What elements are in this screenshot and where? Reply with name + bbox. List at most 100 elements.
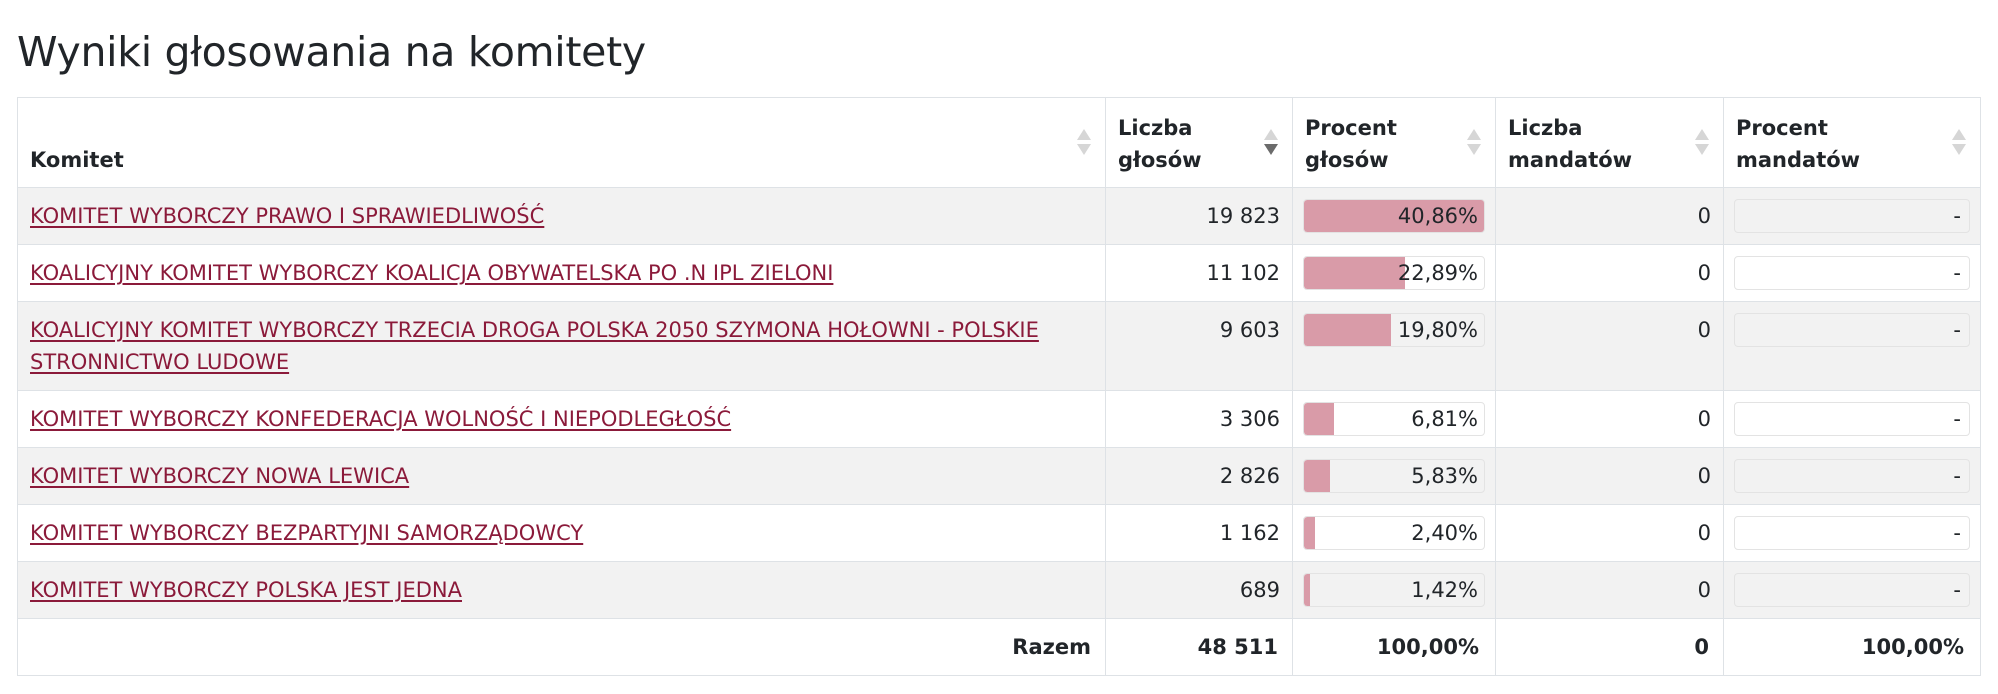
seat-percent-cell: -	[1723, 561, 1981, 619]
vote-percent-bar-fill	[1304, 403, 1334, 435]
vote-percent-bar-fill	[1304, 257, 1405, 289]
table-row: KOMITET WYBORCZY POLSKA JEST JEDNA 689 1,4…	[17, 561, 1981, 619]
header-seat-percent[interactable]: Procent mandatów	[1723, 97, 1981, 188]
seats-cell: 0	[1495, 447, 1724, 505]
header-vote-percent-label-line1: Procent	[1305, 116, 1397, 140]
vote-percent-bar: 40,86%	[1303, 199, 1485, 233]
header-votes-label-line2: głosów	[1118, 148, 1202, 172]
seat-percent-value: -	[1953, 578, 1961, 602]
header-seats-label-line1: Liczba	[1508, 116, 1583, 140]
seats-cell: 0	[1495, 504, 1724, 562]
votes-cell: 689	[1105, 561, 1293, 619]
vote-percent-cell: 2,40%	[1292, 504, 1496, 562]
seat-percent-bar: -	[1734, 402, 1970, 436]
committee-link[interactable]: KOMITET WYBORCZY BEZPARTYJNI SAMORZĄDOWC…	[30, 521, 584, 545]
seat-percent-bar: -	[1734, 256, 1970, 290]
committee-cell: KOMITET WYBORCZY BEZPARTYJNI SAMORZĄDOWC…	[17, 504, 1106, 562]
votes-cell: 2 826	[1105, 447, 1293, 505]
table-row: KOMITET WYBORCZY BEZPARTYJNI SAMORZĄDOWC…	[17, 504, 1981, 562]
header-seat-percent-label-line2: mandatów	[1736, 148, 1861, 172]
vote-percent-bar: 5,83%	[1303, 459, 1485, 493]
footer-label: Razem	[17, 618, 1106, 676]
seat-percent-cell: -	[1723, 504, 1981, 562]
vote-percent-bar-fill	[1304, 200, 1484, 232]
committee-link[interactable]: KOMITET WYBORCZY NOWA LEWICA	[30, 464, 410, 488]
vote-percent-cell: 19,80%	[1292, 301, 1496, 391]
vote-percent-cell: 22,89%	[1292, 244, 1496, 302]
header-committee-label: Komitet	[30, 148, 124, 172]
votes-cell: 11 102	[1105, 244, 1293, 302]
votes-cell: 3 306	[1105, 390, 1293, 448]
seat-percent-bar: -	[1734, 199, 1970, 233]
seat-percent-cell: -	[1723, 187, 1981, 245]
header-votes-label-line1: Liczba	[1118, 116, 1193, 140]
seat-percent-value: -	[1953, 464, 1961, 488]
committee-link[interactable]: KOALICYJNY KOMITET WYBORCZY TRZECIA DROG…	[30, 318, 1039, 374]
footer-seats: 0	[1495, 618, 1724, 676]
vote-percent-value: 2,40%	[1411, 521, 1478, 545]
seat-percent-bar: -	[1734, 313, 1970, 347]
header-votes[interactable]: Liczba głosów	[1105, 97, 1293, 188]
votes-cell: 9 603	[1105, 301, 1293, 391]
table-row: KOALICYJNY KOMITET WYBORCZY TRZECIA DROG…	[17, 301, 1981, 391]
page: Wyniki głosowania na komitety Komitet Li…	[0, 0, 1998, 676]
seats-cell: 0	[1495, 244, 1724, 302]
header-vote-percent[interactable]: Procent głosów	[1292, 97, 1496, 188]
committee-link[interactable]: KOMITET WYBORCZY PRAWO I SPRAWIEDLIWOŚĆ	[30, 204, 545, 228]
committee-cell: KOALICYJNY KOMITET WYBORCZY KOALICJA OBY…	[17, 244, 1106, 302]
vote-percent-bar-fill	[1304, 574, 1311, 606]
seat-percent-cell: -	[1723, 447, 1981, 505]
votes-cell: 19 823	[1105, 187, 1293, 245]
vote-percent-value: 40,86%	[1397, 204, 1478, 228]
seat-percent-value: -	[1953, 318, 1961, 342]
seat-percent-bar: -	[1734, 573, 1970, 607]
seat-percent-value: -	[1953, 261, 1961, 285]
sort-arrows-icon	[1467, 129, 1481, 159]
results-table: Komitet Liczba głosów Procent głosów Lic…	[17, 97, 1981, 676]
vote-percent-value: 5,83%	[1411, 464, 1478, 488]
header-seat-percent-label-line1: Procent	[1736, 116, 1828, 140]
vote-percent-value: 1,42%	[1411, 578, 1478, 602]
footer-seat-percent: 100,00%	[1723, 618, 1981, 676]
table-row: KOMITET WYBORCZY PRAWO I SPRAWIEDLIWOŚĆ 1…	[17, 187, 1981, 245]
table-body: KOMITET WYBORCZY PRAWO I SPRAWIEDLIWOŚĆ 1…	[17, 187, 1981, 619]
header-committee[interactable]: Komitet	[17, 97, 1106, 188]
vote-percent-bar-fill	[1304, 517, 1315, 549]
seat-percent-cell: -	[1723, 301, 1981, 391]
table-row: KOALICYJNY KOMITET WYBORCZY KOALICJA OBY…	[17, 244, 1981, 302]
seats-cell: 0	[1495, 561, 1724, 619]
committee-cell: KOMITET WYBORCZY POLSKA JEST JEDNA	[17, 561, 1106, 619]
committee-cell: KOMITET WYBORCZY KONFEDERACJA WOLNOŚĆ I …	[17, 390, 1106, 448]
vote-percent-bar: 19,80%	[1303, 313, 1485, 347]
sort-arrows-icon	[1952, 129, 1966, 159]
sort-descending-icon	[1264, 129, 1278, 159]
vote-percent-bar: 22,89%	[1303, 256, 1485, 290]
seats-cell: 0	[1495, 390, 1724, 448]
committee-link[interactable]: KOMITET WYBORCZY POLSKA JEST JEDNA	[30, 578, 462, 602]
committee-cell: KOALICYJNY KOMITET WYBORCZY TRZECIA DROG…	[17, 301, 1106, 391]
votes-cell: 1 162	[1105, 504, 1293, 562]
vote-percent-bar: 1,42%	[1303, 573, 1485, 607]
table-footer: Razem 48 511 100,00% 0 100,00%	[17, 618, 1981, 676]
table-row: KOMITET WYBORCZY NOWA LEWICA 2 826 5,83% 0 -	[17, 447, 1981, 505]
header-seats[interactable]: Liczba mandatów	[1495, 97, 1724, 188]
header-seats-label-line2: mandatów	[1508, 148, 1633, 172]
committee-cell: KOMITET WYBORCZY NOWA LEWICA	[17, 447, 1106, 505]
committee-link[interactable]: KOALICYJNY KOMITET WYBORCZY KOALICJA OBY…	[30, 261, 834, 285]
seat-percent-value: -	[1953, 204, 1961, 228]
sort-arrows-icon	[1077, 129, 1091, 159]
seats-cell: 0	[1495, 301, 1724, 391]
vote-percent-cell: 5,83%	[1292, 447, 1496, 505]
seat-percent-bar: -	[1734, 516, 1970, 550]
page-title: Wyniki głosowania na komitety	[17, 28, 646, 76]
seat-percent-cell: -	[1723, 244, 1981, 302]
seat-percent-bar: -	[1734, 459, 1970, 493]
committee-cell: KOMITET WYBORCZY PRAWO I SPRAWIEDLIWOŚĆ	[17, 187, 1106, 245]
committee-link[interactable]: KOMITET WYBORCZY KONFEDERACJA WOLNOŚĆ I …	[30, 407, 732, 431]
footer-votes: 48 511	[1105, 618, 1293, 676]
vote-percent-bar: 6,81%	[1303, 402, 1485, 436]
vote-percent-value: 22,89%	[1397, 261, 1478, 285]
vote-percent-bar: 2,40%	[1303, 516, 1485, 550]
vote-percent-value: 6,81%	[1411, 407, 1478, 431]
sort-arrows-icon	[1695, 129, 1709, 159]
